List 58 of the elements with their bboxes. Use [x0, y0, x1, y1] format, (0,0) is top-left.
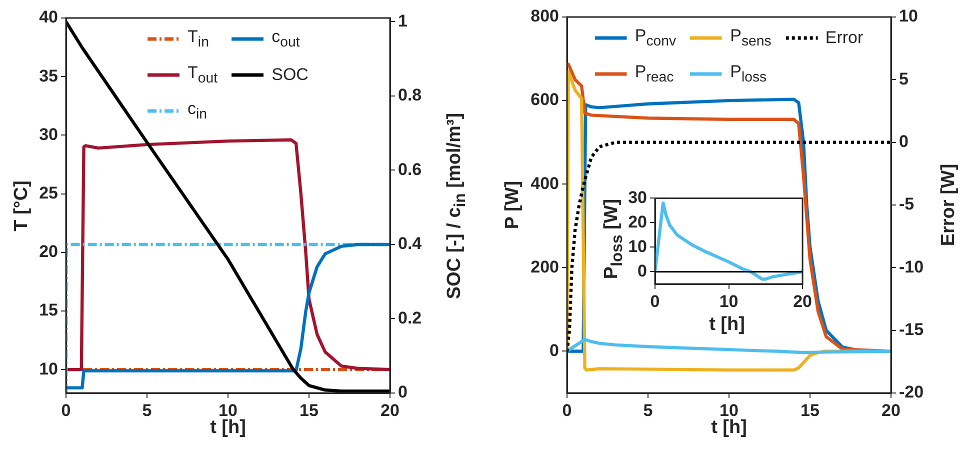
x-axis-title: t [h]	[210, 417, 246, 439]
y2-tick-label: 10	[899, 6, 918, 26]
y-tick-label: 0	[550, 340, 559, 360]
y2-axis-title: Error [W]	[938, 164, 960, 246]
x-tick-label: 10	[719, 292, 738, 311]
x-tick-label: 5	[643, 400, 653, 420]
y-tick-label: 20	[39, 242, 58, 262]
x-tick-label: 20	[882, 400, 900, 420]
y2-tick-label: -15	[899, 320, 924, 340]
x-tick-label: 5	[142, 400, 152, 420]
y-tick-label: 40	[39, 8, 58, 27]
legend-label: c$_{out}$	[272, 27, 300, 51]
y-axis-title: P [W]	[502, 180, 524, 230]
y-tick-label: 200	[530, 257, 559, 276]
legend-label: P$_{loss}$	[730, 62, 767, 86]
y2-tick-label: 0.8	[398, 86, 422, 105]
y2-tick-label: -5	[899, 194, 914, 214]
y-axis-title: T [°C]	[11, 180, 33, 231]
x-tick-label: 10	[218, 400, 238, 420]
y-tick-label: 30	[39, 124, 58, 144]
y-tick-label: 800	[530, 6, 559, 26]
x-tick-label: 15	[300, 400, 318, 420]
legend-label: c$_{in}$	[188, 99, 208, 123]
legend-label: P$_{sens}$	[730, 26, 772, 50]
x-tick-label: 0	[650, 292, 660, 311]
x-axis-title: t [h]	[709, 314, 745, 336]
y2-tick-label: -20	[899, 382, 924, 402]
legend-label: T$_{in}$	[188, 27, 209, 51]
line-series	[567, 140, 891, 354]
y2-tick-label: 0.2	[398, 308, 422, 328]
x-tick-label: 15	[800, 400, 820, 420]
y2-tick-label: 5	[899, 69, 908, 88]
y-tick-label: 0	[638, 261, 647, 280]
legend-label: T$_{out}$	[188, 63, 218, 87]
y-tick-label: 10	[39, 359, 58, 378]
y2-tick-label: 0.6	[398, 160, 422, 179]
y2-tick-label: 0.4	[398, 234, 422, 254]
y2-tick-label: 1	[398, 11, 408, 30]
y-tick-label: 20	[628, 212, 647, 232]
x-tick-label: 20	[793, 292, 812, 311]
y-tick-label: 25	[39, 183, 58, 202]
legend-label: P$_{conv}$	[634, 26, 676, 50]
y-tick-label: 35	[39, 66, 58, 86]
y-tick-label: 400	[530, 174, 559, 193]
y2-tick-label: -10	[899, 257, 924, 276]
x-tick-label: 0	[61, 400, 71, 420]
y-tick-label: 30	[628, 188, 647, 207]
y-tick-label: 600	[530, 90, 559, 110]
x-axis-title: t [h]	[711, 417, 747, 439]
x-tick-label: 10	[720, 400, 738, 420]
y2-tick-label: 0	[398, 382, 408, 402]
y2-tick-label: 0	[899, 132, 908, 152]
legend-label: Error	[825, 28, 864, 48]
y-tick-label: 10	[628, 236, 647, 256]
legend-label: SOC	[272, 65, 308, 85]
x-tick-label: 20	[380, 400, 400, 420]
legend-label: P$_{reac}$	[634, 62, 674, 86]
x-tick-label: 0	[562, 400, 572, 420]
